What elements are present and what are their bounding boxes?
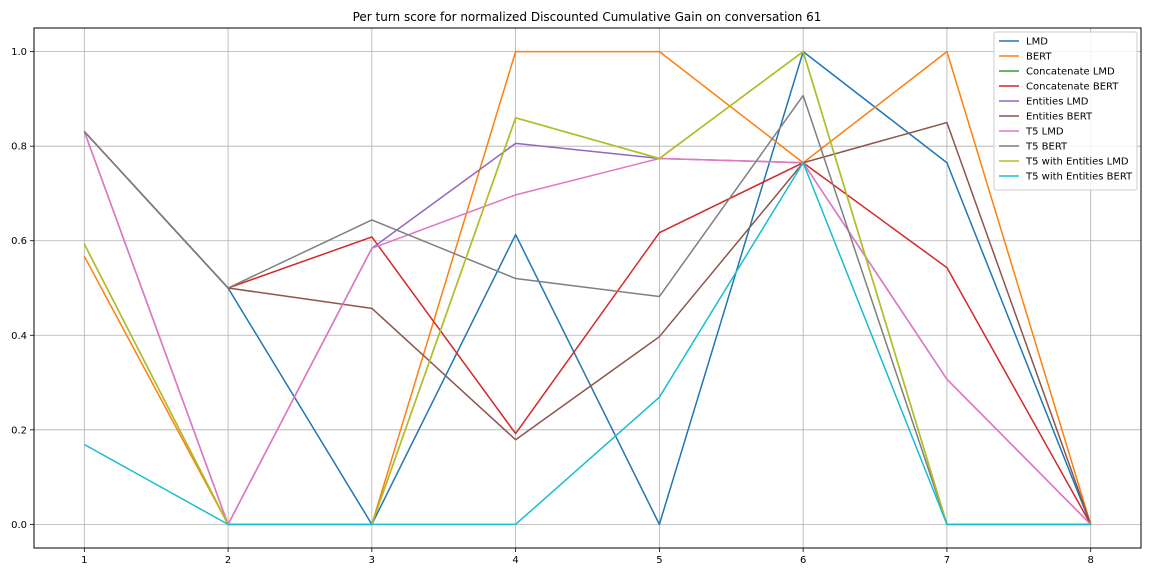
series-line-entities-lmd xyxy=(83,131,1092,526)
series-line-entities-bert xyxy=(83,121,1092,525)
x-tick-label: 2 xyxy=(225,555,231,566)
y-tick-label: 0.4 xyxy=(11,331,27,342)
y-tick-label: 1.0 xyxy=(11,47,27,58)
x-tick-label: 5 xyxy=(656,555,662,566)
series-line-t5-bert xyxy=(83,94,1091,526)
chart-title: Per turn score for normalized Discounted… xyxy=(353,10,822,24)
legend: LMD BERT Concatenate LMD Concatenate BERT En… xyxy=(993,31,1138,191)
series-line-t5-lmd xyxy=(83,131,1092,526)
legend-label: LMD xyxy=(1026,37,1048,48)
legend-label: BERT xyxy=(1026,52,1052,63)
y-tick-label: 0.6 xyxy=(11,236,27,247)
series-lines xyxy=(83,50,1092,526)
x-tick-label: 3 xyxy=(369,555,375,566)
x-tick-label: 1 xyxy=(81,555,87,566)
legend-label: Concatenate LMD xyxy=(1026,67,1115,78)
series-line-concatenate-bert xyxy=(83,131,1092,525)
legend-label: T5 with Entities BERT xyxy=(1025,172,1133,183)
x-tick-label: 8 xyxy=(1087,555,1093,566)
legend-label: T5 BERT xyxy=(1025,142,1068,153)
legend-box xyxy=(993,31,1138,191)
plot-area-frame xyxy=(33,27,1142,549)
legend-label: T5 with Entities LMD xyxy=(1025,157,1129,168)
y-tick-label: 0.2 xyxy=(11,425,27,436)
axes: 1 2 3 4 5 6 7 8 0.0 0.2 0.4 0.6 0.8 1.0 xyxy=(11,47,1094,566)
y-tick-label: 0.8 xyxy=(11,142,27,153)
legend-label: Concatenate BERT xyxy=(1026,82,1119,93)
x-tick-label: 4 xyxy=(512,555,518,566)
legend-label: Entities LMD xyxy=(1026,97,1089,108)
y-tick-label: 0.0 xyxy=(11,520,27,531)
x-tick-label: 6 xyxy=(800,555,806,566)
legend-label: Entities BERT xyxy=(1026,112,1093,123)
x-tick-label: 7 xyxy=(944,555,950,566)
legend-label: T5 LMD xyxy=(1025,127,1064,138)
series-line-t5-with-entities-bert xyxy=(83,161,1091,526)
series-line-lmd xyxy=(83,50,1092,526)
